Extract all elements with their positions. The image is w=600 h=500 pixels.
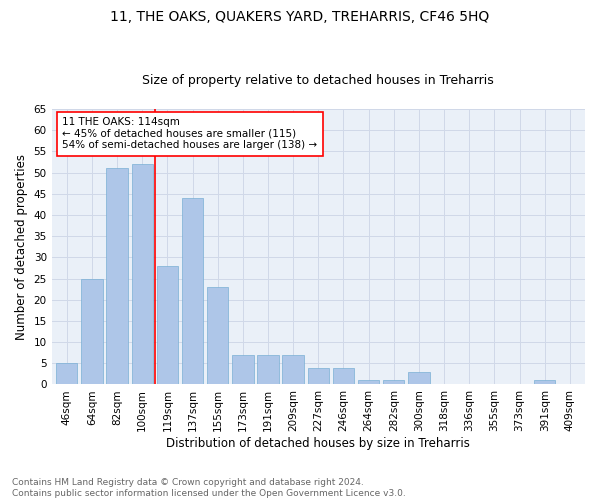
Bar [358, 380, 379, 384]
Bar [534, 380, 556, 384]
Text: 11 THE OAKS: 114sqm
← 45% of detached houses are smaller (115)
54% of semi-detac: 11 THE OAKS: 114sqm ← 45% of detached ho… [62, 118, 317, 150]
Bar [157, 266, 178, 384]
Bar [182, 198, 203, 384]
Bar [232, 355, 254, 384]
Bar [257, 355, 279, 384]
Bar [56, 364, 77, 384]
Bar [308, 368, 329, 384]
Bar [207, 287, 229, 384]
Bar [283, 355, 304, 384]
Text: 11, THE OAKS, QUAKERS YARD, TREHARRIS, CF46 5HQ: 11, THE OAKS, QUAKERS YARD, TREHARRIS, C… [110, 10, 490, 24]
Bar [131, 164, 153, 384]
Y-axis label: Number of detached properties: Number of detached properties [15, 154, 28, 340]
Title: Size of property relative to detached houses in Treharris: Size of property relative to detached ho… [142, 74, 494, 87]
Bar [333, 368, 354, 384]
Bar [106, 168, 128, 384]
X-axis label: Distribution of detached houses by size in Treharris: Distribution of detached houses by size … [166, 437, 470, 450]
Bar [383, 380, 404, 384]
Bar [408, 372, 430, 384]
Text: Contains HM Land Registry data © Crown copyright and database right 2024.
Contai: Contains HM Land Registry data © Crown c… [12, 478, 406, 498]
Bar [81, 278, 103, 384]
